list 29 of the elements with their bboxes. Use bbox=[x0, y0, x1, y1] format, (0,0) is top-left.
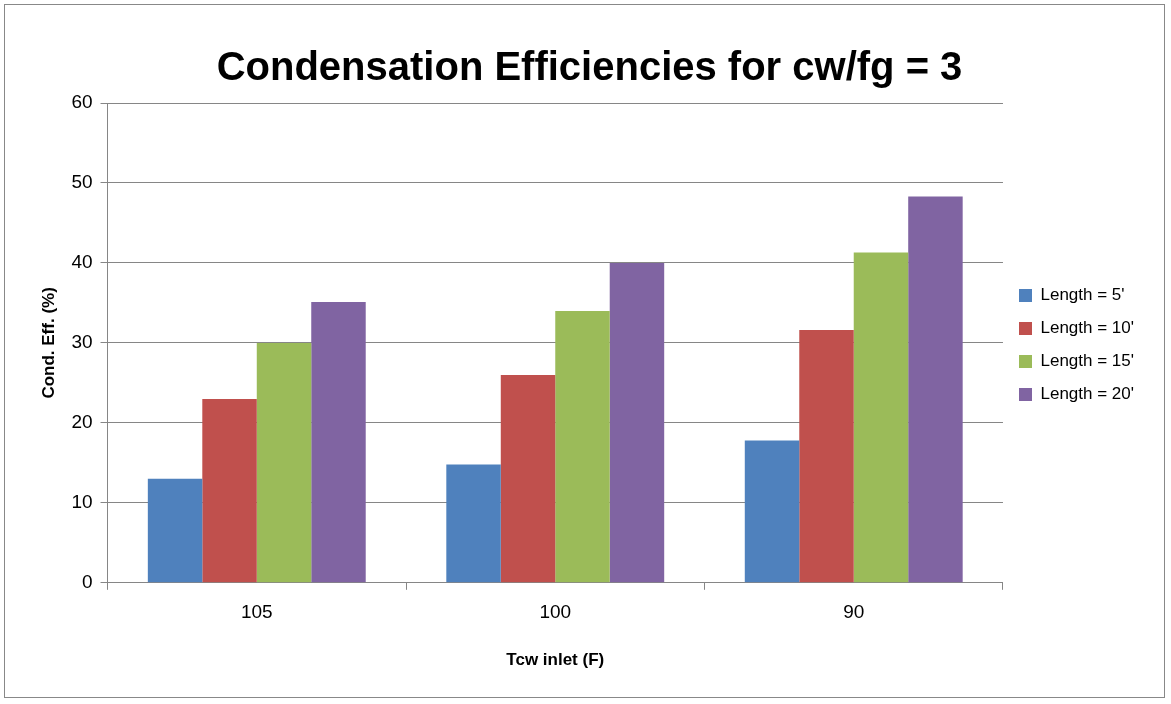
bar bbox=[147, 478, 203, 583]
bar bbox=[446, 464, 501, 583]
legend-label: Length = 5' bbox=[1040, 285, 1125, 305]
bar bbox=[500, 374, 556, 583]
y-tick-label: 30 bbox=[71, 331, 93, 353]
x-axis-title: Tcw inlet (F) bbox=[506, 650, 605, 670]
bar bbox=[311, 302, 366, 583]
y-tick-label: 50 bbox=[71, 171, 93, 193]
bar bbox=[555, 310, 610, 583]
x-tick-label: 105 bbox=[240, 601, 273, 623]
y-axis-title: Cond. Eff. (%) bbox=[38, 287, 58, 399]
legend-label: Length = 20' bbox=[1040, 384, 1135, 404]
legend-label: Length = 10' bbox=[1040, 318, 1135, 338]
legend-label: Length = 15' bbox=[1040, 351, 1135, 371]
x-tick-label: 90 bbox=[843, 601, 865, 623]
y-tick-label: 20 bbox=[71, 411, 93, 433]
y-tick-label: 60 bbox=[71, 91, 93, 113]
bar bbox=[256, 342, 312, 583]
bar bbox=[908, 196, 963, 583]
bar bbox=[609, 262, 665, 583]
bar bbox=[853, 252, 909, 583]
y-tick-label: 0 bbox=[81, 571, 93, 593]
bar bbox=[799, 330, 854, 583]
y-tick-label: 40 bbox=[71, 251, 93, 273]
chart-title: Condensation Efficiencies for cw/fg = 3 bbox=[216, 44, 963, 89]
bar bbox=[202, 398, 257, 583]
y-tick-label: 10 bbox=[71, 491, 93, 513]
bar bbox=[744, 440, 800, 583]
x-tick-label: 100 bbox=[539, 601, 572, 623]
